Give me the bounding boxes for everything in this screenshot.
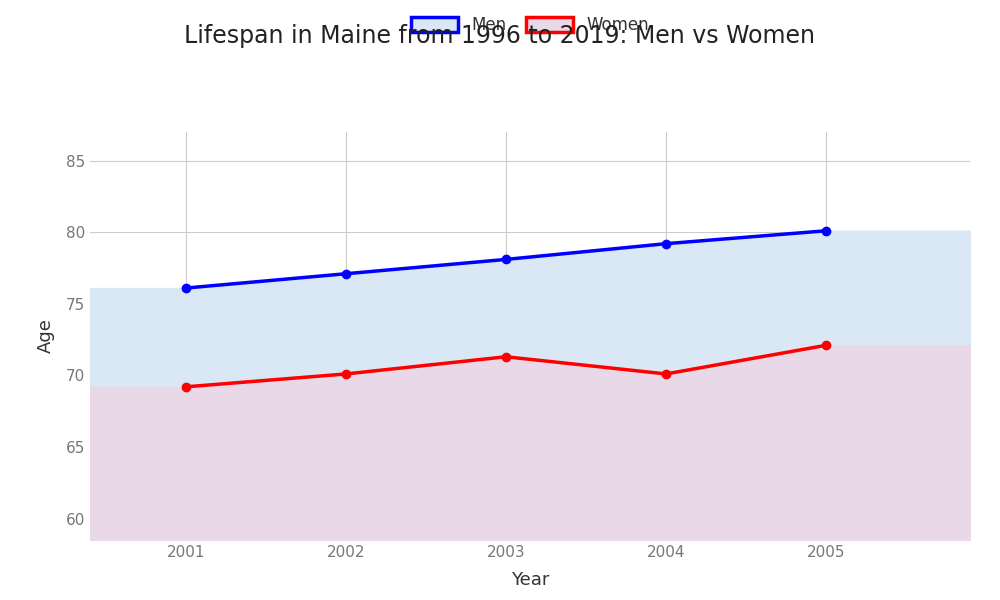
Text: Lifespan in Maine from 1996 to 2019: Men vs Women: Lifespan in Maine from 1996 to 2019: Men…	[184, 24, 816, 48]
X-axis label: Year: Year	[511, 571, 549, 589]
Legend: Men, Women: Men, Women	[404, 10, 656, 41]
Y-axis label: Age: Age	[37, 319, 55, 353]
